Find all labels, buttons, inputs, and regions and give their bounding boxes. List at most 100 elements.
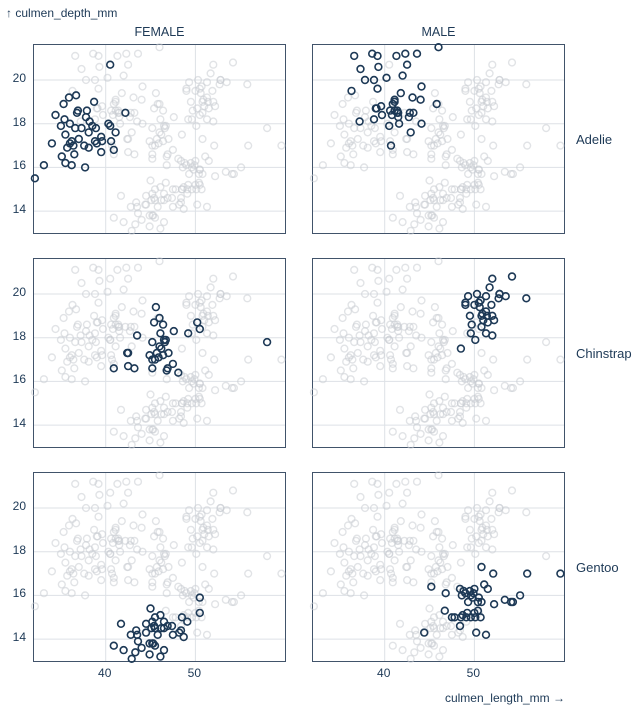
background-point	[425, 176, 434, 185]
background-point	[429, 141, 439, 150]
background-point	[338, 313, 347, 323]
data-point	[106, 136, 116, 146]
background-point	[464, 78, 473, 87]
background-point	[472, 104, 481, 113]
background-point	[487, 86, 496, 96]
background-point	[522, 508, 531, 517]
background-point	[64, 307, 74, 316]
background-point	[456, 130, 466, 139]
y-tick-label: 14	[12, 416, 26, 431]
background-point	[151, 88, 161, 98]
background-point	[51, 324, 60, 334]
data-point	[390, 97, 399, 106]
y-tick-label: 18	[12, 542, 26, 557]
background-point	[495, 75, 504, 85]
background-point	[150, 569, 160, 578]
background-point	[168, 573, 178, 583]
data-point	[388, 99, 398, 109]
background-point	[429, 569, 439, 578]
background-point	[473, 392, 483, 401]
background-point	[94, 265, 103, 274]
background-point	[434, 128, 443, 137]
data-point	[488, 274, 497, 283]
background-point	[438, 432, 448, 441]
background-point	[162, 589, 171, 598]
background-point	[113, 265, 122, 274]
background-point	[95, 62, 104, 72]
background-point	[406, 556, 415, 565]
background-point	[113, 51, 122, 60]
background-point	[388, 364, 397, 373]
background-point	[373, 479, 382, 488]
background-point	[155, 527, 164, 537]
y-axis-ticks-row-3: 14 16 18 20	[0, 472, 33, 662]
background-point	[360, 289, 370, 299]
background-point	[438, 646, 448, 655]
background-point	[111, 311, 120, 320]
background-point	[447, 416, 457, 425]
background-point	[430, 88, 440, 98]
background-point	[119, 71, 128, 80]
background-point	[190, 161, 199, 170]
background-point	[412, 209, 422, 218]
background-point	[192, 549, 201, 559]
data-point	[84, 143, 93, 152]
background-point	[427, 403, 436, 412]
background-point	[430, 302, 440, 312]
data-point	[84, 128, 93, 137]
background-point	[394, 326, 403, 336]
background-point	[90, 543, 100, 552]
background-point	[263, 551, 272, 561]
background-point	[383, 547, 392, 556]
background-point	[359, 141, 368, 150]
background-point	[183, 185, 192, 194]
background-point	[210, 355, 219, 364]
background-point	[489, 141, 498, 150]
background-point	[198, 169, 207, 179]
background-point	[343, 521, 353, 530]
background-point	[90, 289, 100, 299]
data-point	[369, 115, 379, 124]
background-point	[106, 534, 116, 543]
background-point	[127, 342, 136, 351]
background-point	[68, 300, 77, 310]
background-point	[84, 342, 93, 351]
background-point	[405, 536, 414, 545]
background-point	[435, 438, 444, 447]
background-point	[359, 569, 368, 578]
background-point	[427, 337, 436, 347]
background-point	[416, 523, 425, 532]
background-point	[182, 84, 191, 93]
background-point	[406, 654, 415, 663]
background-point	[111, 342, 120, 351]
background-point	[376, 137, 386, 146]
background-point	[57, 580, 66, 589]
background-point	[193, 628, 202, 637]
data-point	[51, 110, 60, 120]
background-point	[209, 488, 218, 497]
background-point	[202, 78, 212, 87]
data-point	[116, 619, 126, 629]
background-point	[157, 558, 166, 567]
background-point	[215, 294, 224, 303]
background-point	[424, 565, 433, 574]
background-point	[190, 375, 199, 384]
background-point	[446, 621, 456, 631]
background-point	[456, 558, 466, 567]
background-point	[109, 578, 118, 587]
background-point	[416, 215, 425, 225]
data-point	[477, 562, 486, 572]
background-point	[420, 414, 429, 423]
background-point	[385, 549, 394, 559]
background-point	[162, 161, 171, 170]
background-point	[351, 322, 361, 331]
background-point	[123, 134, 133, 144]
background-point	[482, 525, 492, 534]
data-point	[355, 117, 364, 126]
background-point	[556, 355, 565, 364]
background-point	[461, 84, 470, 93]
background-point	[427, 154, 436, 163]
background-point	[237, 591, 246, 600]
background-point	[202, 416, 212, 425]
data-point	[392, 51, 401, 61]
